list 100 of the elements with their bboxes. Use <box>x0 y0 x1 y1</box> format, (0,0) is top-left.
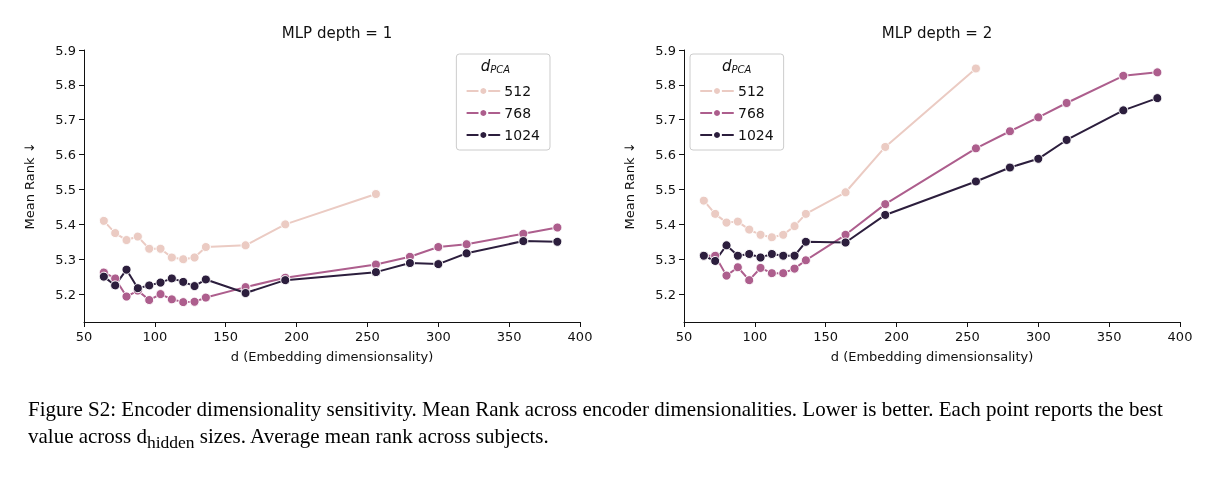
y-tick-label: 5.2 <box>655 286 676 302</box>
x-tick-label: 350 <box>496 329 522 344</box>
x-tick-label: 50 <box>675 329 693 344</box>
point <box>880 141 891 152</box>
point <box>710 255 721 266</box>
point <box>144 243 155 254</box>
point <box>778 250 789 261</box>
point <box>789 250 800 261</box>
point <box>110 280 121 291</box>
y-axis-title: Mean Rank ↓ <box>622 142 637 230</box>
point <box>370 267 381 278</box>
x-tick-label: 150 <box>813 329 839 344</box>
point <box>155 289 166 300</box>
point <box>778 268 789 279</box>
y-tick-label: 5.6 <box>655 147 676 163</box>
x-tick-label: 50 <box>75 329 93 344</box>
point <box>1118 70 1129 81</box>
point <box>370 189 381 200</box>
chart-title: MLP depth = 1 <box>281 23 393 42</box>
x-tick-label: 350 <box>1096 329 1122 344</box>
point <box>755 229 766 240</box>
point <box>880 209 891 220</box>
y-tick-label: 5.5 <box>655 181 676 197</box>
point <box>404 258 415 269</box>
point <box>200 292 211 303</box>
point <box>1061 98 1072 108</box>
point <box>766 249 777 259</box>
point <box>552 236 563 247</box>
x-axis-title: d (Embedding dimensionsality) <box>830 349 1034 364</box>
y-tick-label: 5.3 <box>55 251 76 267</box>
point <box>840 237 851 248</box>
point <box>155 243 166 254</box>
point <box>280 219 291 230</box>
point <box>200 274 211 285</box>
x-tick-label: 250 <box>355 329 380 344</box>
legend-label: 512 <box>504 83 532 99</box>
point <box>1061 134 1072 145</box>
caption: Figure S2: Encoder dimensionality sensitivity. Mean Rank across encoder dimensionalities. Lower is better. Each point reports the best value across d$_{hidden}$ sizes. Average mean rank across subjects. <box>27 396 1164 455</box>
point <box>178 276 189 287</box>
point <box>789 221 800 232</box>
point <box>433 259 444 270</box>
y-tick-label: 5.4 <box>55 216 76 232</box>
point <box>518 236 529 247</box>
x-tick-label: 100 <box>142 329 168 344</box>
x-tick-label: 400 <box>1167 329 1193 344</box>
point <box>732 250 743 261</box>
point <box>121 235 132 246</box>
y-tick-label: 5.9 <box>655 42 676 58</box>
point <box>178 254 189 265</box>
point <box>110 228 121 239</box>
y-tick-label: 5.8 <box>55 77 76 93</box>
x-tick-label: 200 <box>284 329 309 344</box>
point <box>98 215 109 226</box>
point <box>778 229 789 240</box>
point <box>789 263 800 274</box>
point <box>1033 153 1044 164</box>
point <box>121 291 132 302</box>
point <box>1033 112 1044 123</box>
point <box>144 295 155 306</box>
y-tick-label: 5.9 <box>55 42 76 58</box>
point <box>200 242 211 253</box>
x-tick-label: 200 <box>884 329 909 344</box>
point <box>178 297 189 308</box>
point <box>970 63 981 74</box>
point <box>240 288 251 299</box>
point <box>166 273 177 284</box>
point <box>744 224 755 235</box>
point <box>732 216 743 227</box>
point <box>1118 105 1129 116</box>
y-axis-title: Mean Rank ↓ <box>22 142 37 230</box>
y-tick-label: 5.4 <box>655 216 676 232</box>
y-tick-label: 5.5 <box>55 181 76 197</box>
point <box>155 277 166 288</box>
point <box>132 231 143 242</box>
point <box>755 262 766 273</box>
point <box>461 248 472 259</box>
point <box>121 264 132 275</box>
point <box>755 252 766 263</box>
legend-label: 1024 <box>738 127 774 143</box>
point <box>433 242 444 253</box>
point <box>1004 162 1015 173</box>
y-tick-label: 5.2 <box>55 286 76 302</box>
x-tick-label: 250 <box>955 329 980 344</box>
legend-label: 1024 <box>504 127 541 143</box>
point <box>744 275 755 286</box>
point <box>766 268 777 279</box>
point <box>166 294 177 305</box>
point <box>461 239 472 250</box>
point <box>189 281 200 292</box>
x-tick-label: 150 <box>213 329 239 344</box>
point <box>880 199 891 210</box>
point <box>1152 67 1163 78</box>
point <box>1004 126 1015 137</box>
point <box>721 270 732 281</box>
point <box>98 271 109 282</box>
point <box>840 187 851 198</box>
legend-label: 768 <box>504 105 532 121</box>
x-axis-title: d (Embedding dimensionsality) <box>230 349 434 364</box>
point <box>744 249 755 259</box>
legend-label: 768 <box>738 105 765 121</box>
